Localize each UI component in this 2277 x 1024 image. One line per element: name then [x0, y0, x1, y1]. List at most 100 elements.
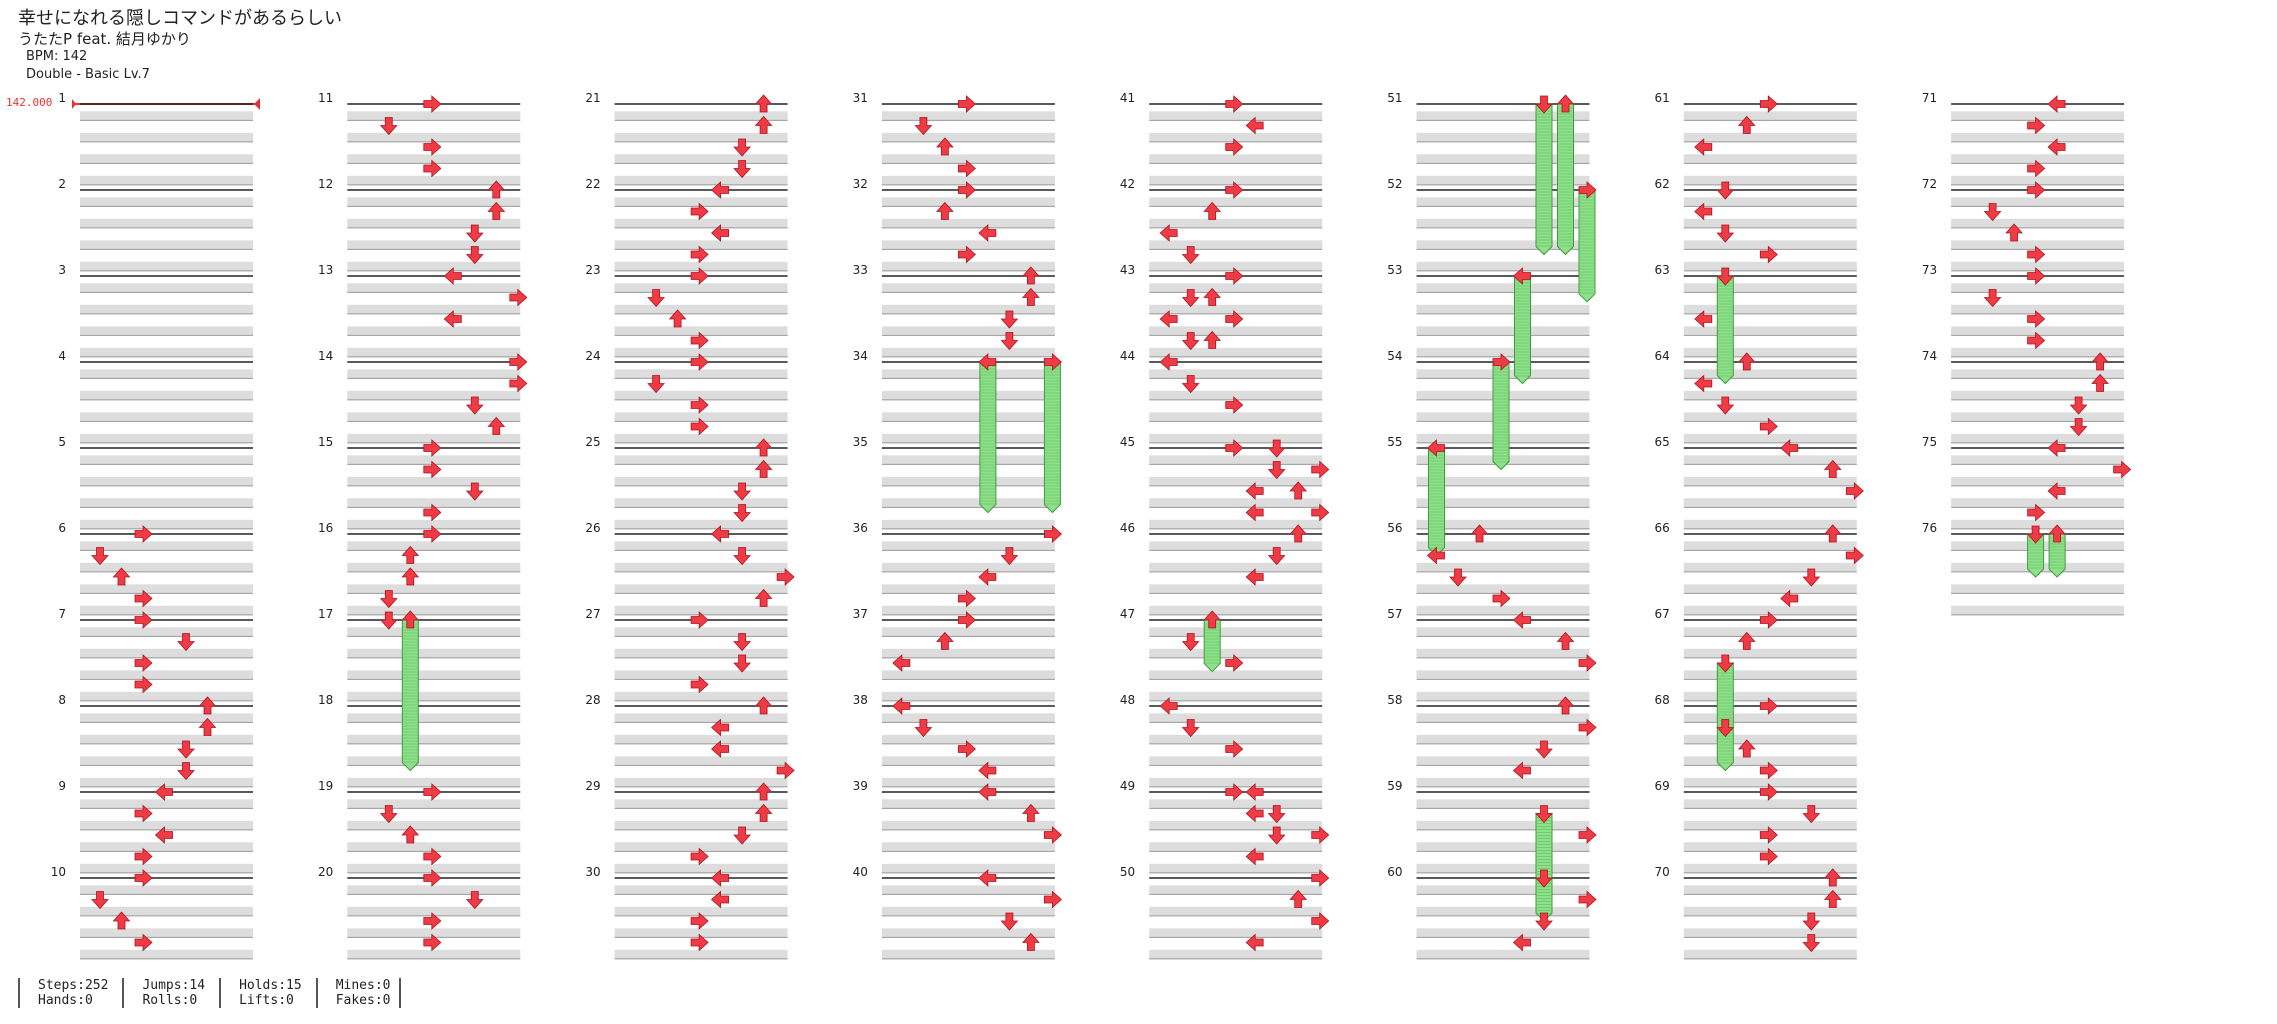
beat-band: [1951, 433, 2125, 443]
beat-band: [881, 197, 1055, 207]
beat-band: [1683, 885, 1857, 895]
beat-band: [614, 132, 788, 142]
measure-number: 41: [1120, 91, 1135, 105]
arrow-d: [1000, 912, 1019, 931]
beat-band: [1683, 476, 1857, 486]
arrow-l: [1245, 804, 1264, 823]
hold-note: [1043, 361, 1061, 514]
beat-band: [1683, 347, 1857, 357]
beat-band: [1951, 412, 2125, 422]
beat-band: [347, 390, 521, 400]
arrow-r: [776, 761, 795, 780]
arrow-d: [2069, 418, 2088, 437]
arrow-l: [1159, 310, 1178, 328]
arrow-u: [754, 696, 773, 715]
beat-band: [347, 906, 521, 916]
arrow-l: [892, 697, 911, 715]
measure-number: 54: [1387, 349, 1402, 363]
measure-number: 52: [1387, 177, 1402, 191]
measure-number: 48: [1120, 693, 1135, 707]
beat-band: [614, 562, 788, 572]
stat-holds: Holds:15: [239, 978, 302, 993]
beat-band: [1149, 562, 1323, 572]
beat-band: [1416, 842, 1590, 852]
arrow-d: [1181, 332, 1200, 351]
measure-32: 32: [853, 177, 1055, 272]
beat-band: [1951, 283, 2125, 293]
hold-note: [1514, 275, 1531, 385]
beat-band: [614, 713, 788, 723]
arrow-r: [1044, 525, 1063, 543]
arrow-r: [1578, 181, 1597, 199]
arrow-u: [1737, 739, 1756, 758]
measure-number: 49: [1120, 779, 1135, 793]
arrow-d: [1983, 203, 2002, 222]
beat-band: [1416, 756, 1590, 766]
beat-band: [80, 455, 253, 465]
beat-band: [1951, 240, 2125, 250]
arrow-d: [379, 117, 398, 136]
stat-column: Steps:252 Hands:0: [18, 978, 122, 1008]
arrow-d: [465, 482, 484, 501]
measure-57: 57: [1387, 607, 1590, 702]
beat-band: [1416, 949, 1590, 959]
measure-55: 55: [1387, 435, 1590, 530]
beat-band: [881, 820, 1055, 830]
beat-band: [1683, 562, 1857, 572]
beat-band: [1416, 928, 1590, 938]
beat-band: [1683, 605, 1857, 615]
beat-band: [347, 713, 521, 723]
arrow-u: [2048, 524, 2066, 543]
beat-band: [1683, 584, 1857, 594]
arrow-r: [1578, 718, 1597, 737]
beat-band: [347, 283, 521, 293]
arrow-r: [958, 245, 977, 264]
measure-number: 17: [318, 607, 333, 621]
beat-band: [347, 949, 521, 959]
measure-36: 36: [853, 521, 1055, 616]
beat-band: [1149, 949, 1323, 959]
arrow-u: [1470, 524, 1489, 543]
measure-68: 68: [1655, 693, 1857, 788]
hold-note: [401, 619, 419, 772]
arrow-l: [1780, 589, 1799, 608]
hold-note: [1203, 619, 1221, 673]
arrow-u: [1737, 631, 1756, 650]
beat-band: [881, 906, 1055, 916]
beat-band: [1416, 648, 1590, 658]
measure-44: 44: [1120, 349, 1323, 444]
beat-band: [1149, 648, 1323, 658]
beat-band: [1683, 261, 1857, 271]
measure-number: 11: [318, 91, 333, 105]
beat-band: [80, 627, 253, 637]
measure-12: 12: [318, 177, 521, 272]
measure-number: 46: [1120, 521, 1135, 535]
beat-band: [80, 261, 253, 271]
measure-number: 28: [585, 693, 600, 707]
arrow-r: [690, 847, 709, 866]
beat-band: [881, 928, 1055, 938]
arrow-l: [1159, 353, 1178, 371]
arrow-r: [134, 847, 153, 866]
measure-72: 72: [1922, 177, 2125, 272]
beat-band: [1951, 519, 2125, 529]
arrow-l: [1780, 439, 1799, 457]
measure-number: 1: [58, 91, 66, 105]
beat-band: [80, 498, 253, 508]
beat-band: [1416, 777, 1590, 787]
measure-8: 8: [58, 693, 253, 788]
arrow-d: [1449, 568, 1467, 587]
arrow-u: [1556, 631, 1575, 650]
beat-band: [80, 777, 253, 787]
measure-number: 24: [585, 349, 600, 363]
beat-band: [1149, 283, 1323, 293]
arrow-l: [443, 267, 462, 285]
arrow-u: [487, 201, 506, 220]
arrow-r: [690, 611, 709, 629]
beat-band: [1683, 756, 1857, 766]
measure-24: 24: [585, 349, 788, 444]
beat-band: [1416, 820, 1590, 830]
measure-number: 19: [318, 779, 333, 793]
beat-band: [1683, 541, 1857, 551]
beat-band: [1683, 648, 1857, 658]
